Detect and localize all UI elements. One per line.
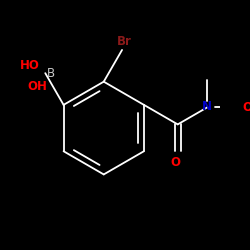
Text: B: B	[46, 67, 54, 80]
Text: N: N	[202, 100, 212, 112]
Text: O: O	[243, 101, 250, 114]
Text: HO: HO	[20, 59, 40, 72]
Text: Br: Br	[117, 35, 132, 48]
Text: OH: OH	[27, 80, 47, 93]
Text: O: O	[170, 156, 180, 169]
